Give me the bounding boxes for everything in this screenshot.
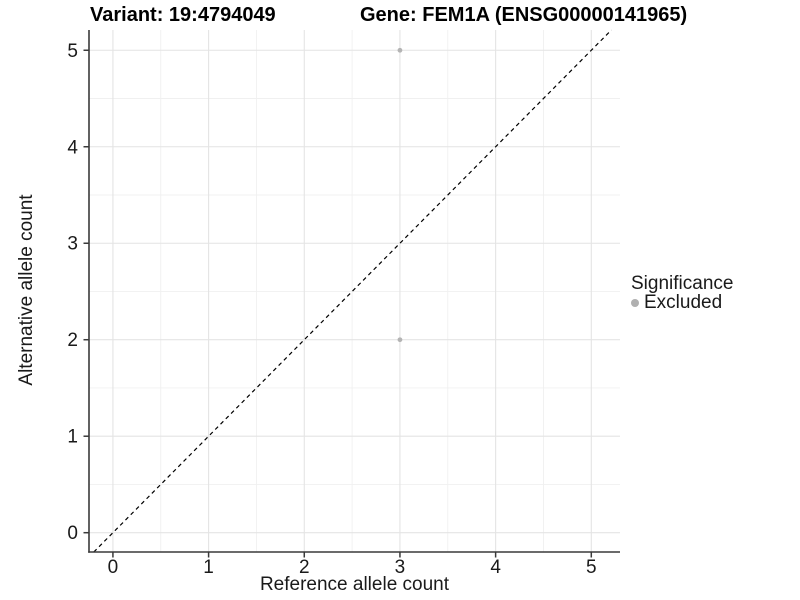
x-tick-label: 5 bbox=[586, 557, 597, 578]
x-tick-label: 3 bbox=[395, 557, 406, 578]
x-tick-label: 1 bbox=[203, 557, 214, 578]
legend-title: Significance bbox=[631, 273, 734, 294]
legend-item-excluded: Excluded bbox=[631, 292, 733, 313]
y-tick-label: 3 bbox=[67, 234, 78, 255]
plot-title-variant: Variant: 19:4794049 bbox=[90, 4, 276, 26]
x-axis-title: Reference allele count bbox=[259, 574, 450, 595]
y-tick-label: 4 bbox=[67, 137, 78, 158]
x-tick-label: 0 bbox=[108, 557, 119, 578]
data-point bbox=[397, 337, 403, 343]
legend-item-label: Excluded bbox=[644, 292, 723, 313]
y-axis-title: Alternative allele count bbox=[16, 194, 37, 386]
plot-title-gene: Gene: FEM1A (ENSG00000141965) bbox=[360, 4, 688, 26]
x-tick-label: 4 bbox=[490, 557, 501, 578]
data-point bbox=[397, 47, 403, 53]
y-tick-label: 5 bbox=[67, 41, 78, 62]
y-tick-label: 1 bbox=[67, 427, 78, 448]
legend-point-icon bbox=[631, 299, 639, 307]
legend: Significance Excluded bbox=[631, 273, 733, 313]
identity-dashed-line bbox=[93, 29, 612, 553]
y-tick-label: 2 bbox=[67, 330, 78, 351]
x-tick-label: 2 bbox=[299, 557, 310, 578]
y-tick-label: 0 bbox=[67, 523, 78, 544]
